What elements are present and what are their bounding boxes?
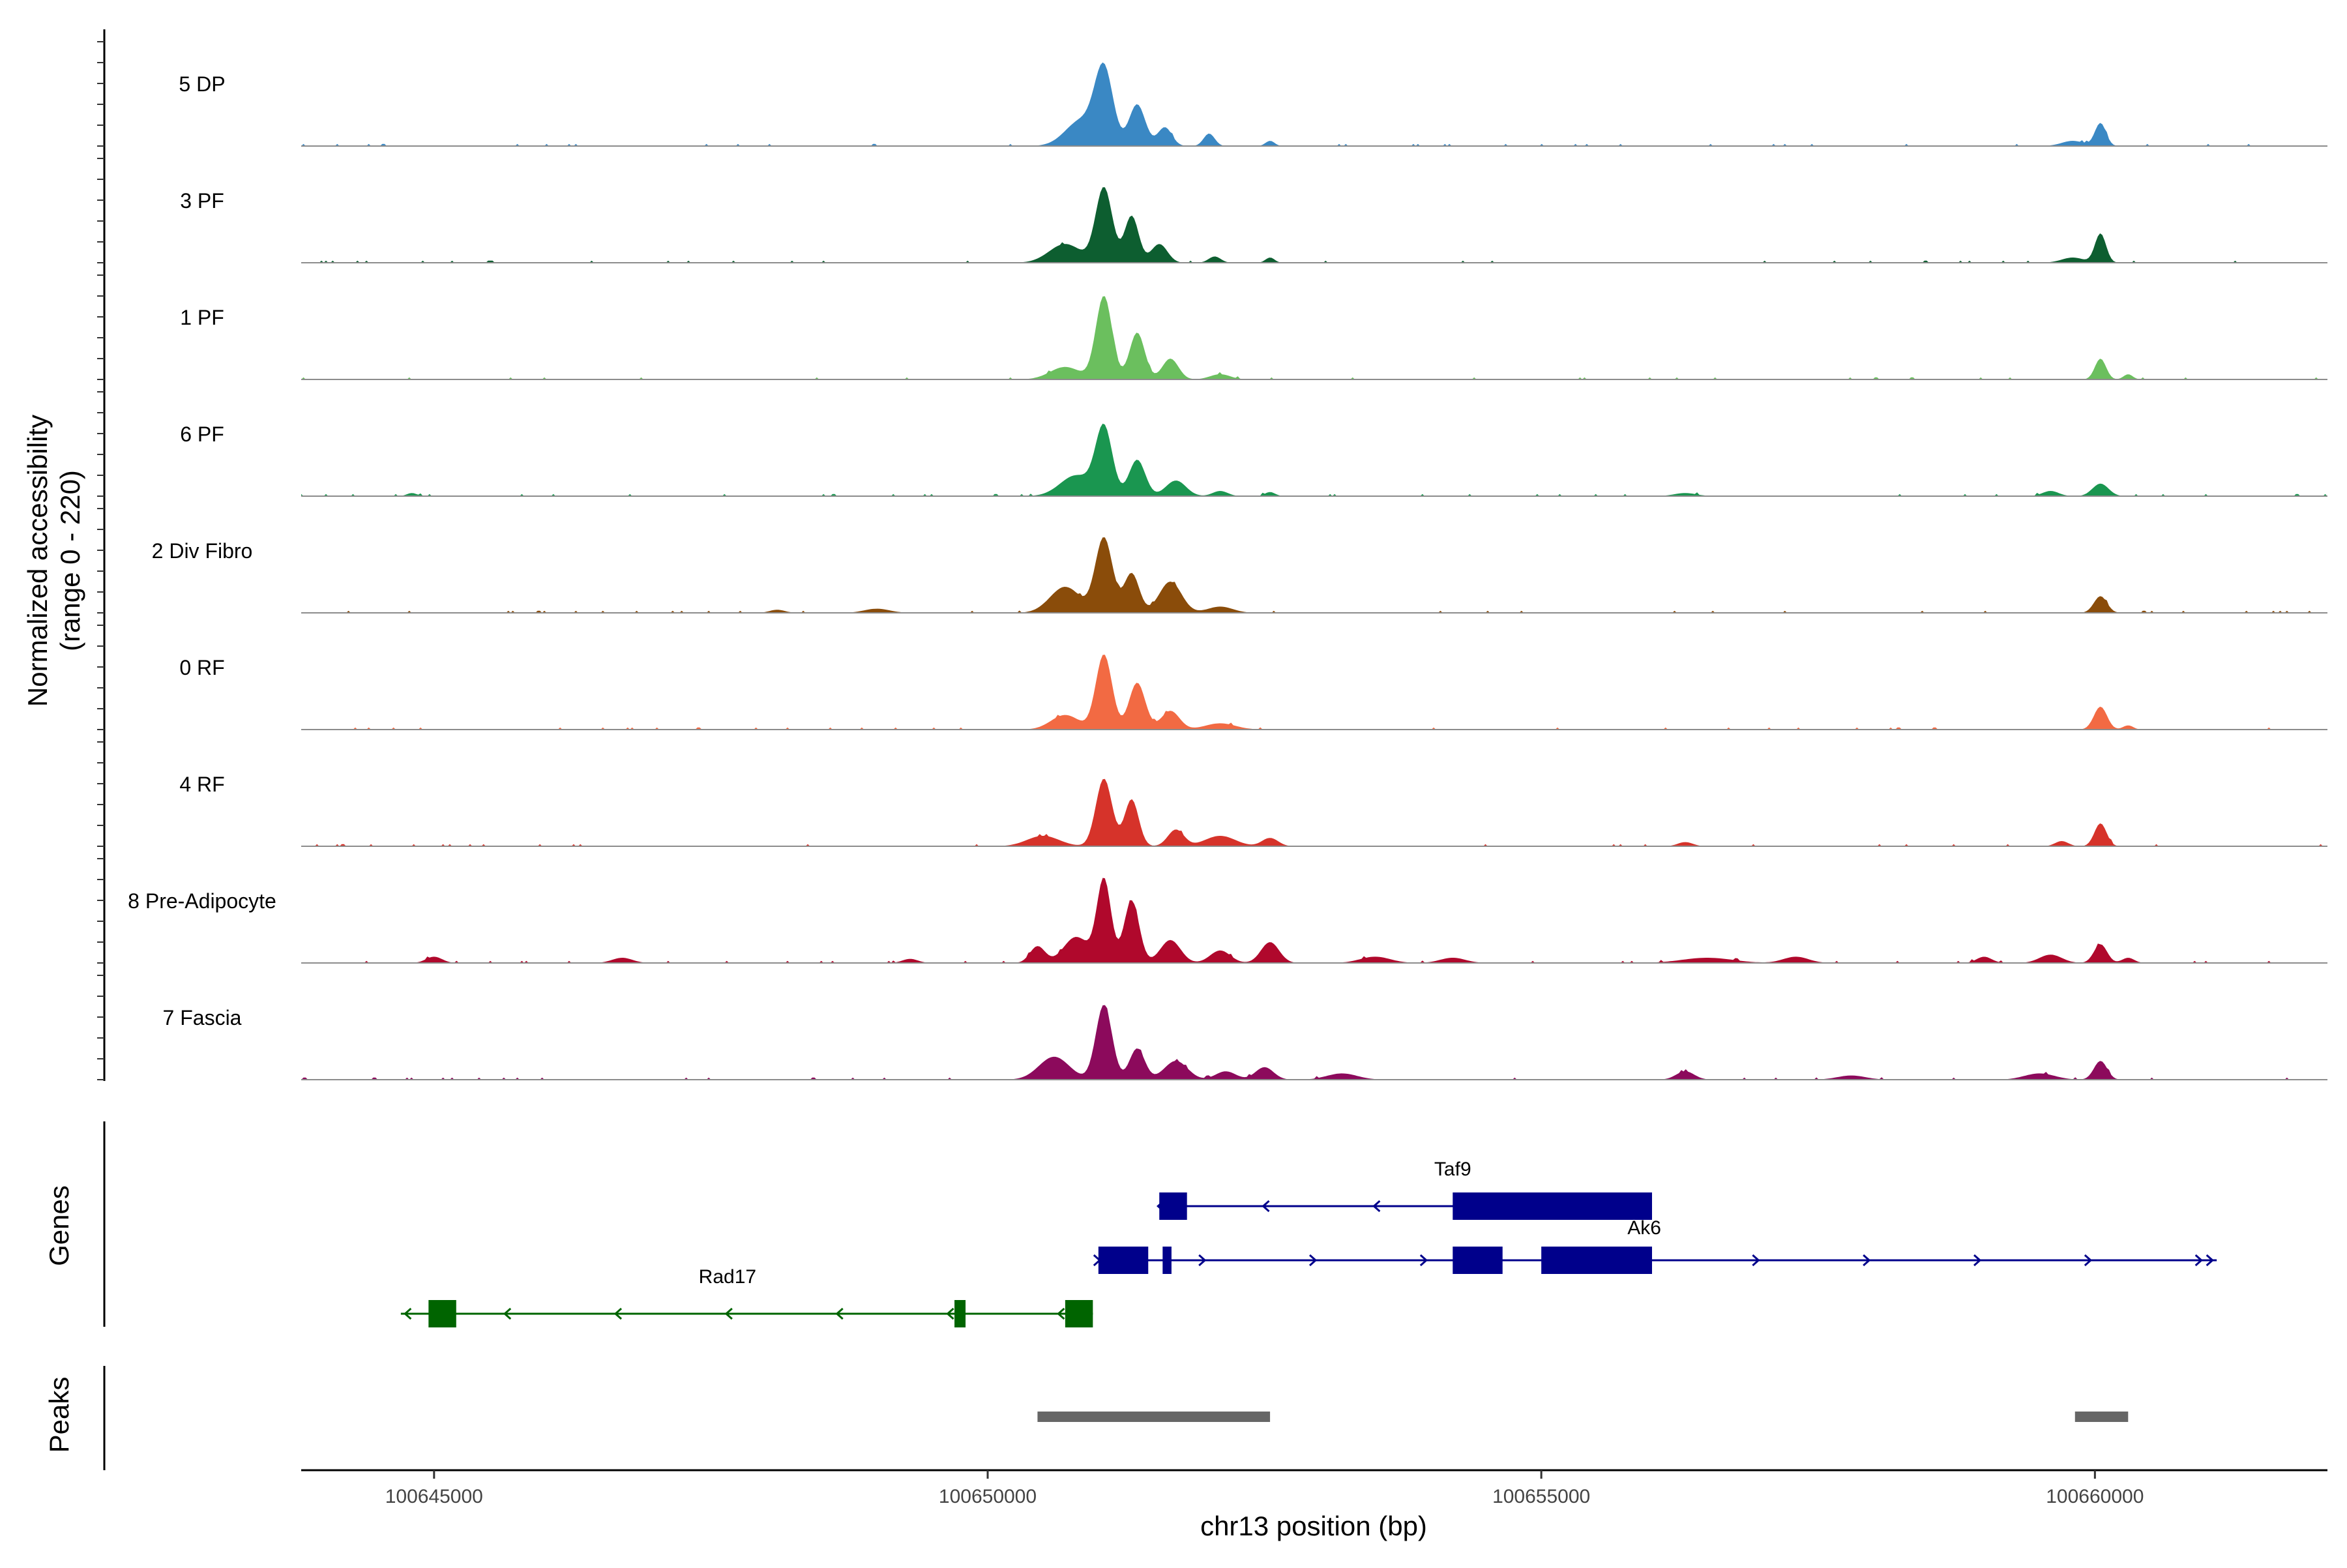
gene-taf9: Taf9 (1156, 1159, 1652, 1220)
gene-exon (1453, 1247, 1503, 1274)
strand-arrow (1156, 1200, 1165, 1213)
track-label-2: 3 PF (180, 189, 224, 213)
strand-arrow (404, 1307, 412, 1320)
genes-track-title: Genes (44, 1185, 74, 1266)
gene-label-taf9: Taf9 (1434, 1159, 1471, 1180)
track-5: 2 Div Fibro (152, 537, 2327, 614)
peaks-track-title: Peaks (44, 1377, 74, 1453)
strand-arrow (1752, 1254, 1760, 1267)
track-7: 4 RF (179, 773, 2327, 847)
track-8: 8 Pre-Adipocyte (128, 878, 2327, 964)
track-1: 5 DP (179, 62, 2327, 147)
coverage-area-2 (301, 187, 2327, 263)
gene-ak6: Ak6 (1093, 1217, 2217, 1274)
track-4: 6 PF (180, 422, 2327, 497)
coverage-area-1 (301, 62, 2327, 146)
axes: 100645000 100650000 100655000 100660000 (97, 29, 2327, 1507)
track-label-5: 2 Div Fibro (152, 539, 253, 563)
peak-region-2 (2074, 1412, 2129, 1422)
peak-track (103, 1366, 2129, 1470)
strand-arrow (1198, 1254, 1207, 1267)
gene-exon (1065, 1300, 1093, 1327)
track-9: 7 Fascia (163, 1005, 2327, 1080)
y-axis-title-line1: Normalized accessibility (22, 415, 53, 707)
coverage-area-9 (301, 1005, 2327, 1080)
strand-arrow (2194, 1254, 2203, 1267)
track-label-3: 1 PF (180, 306, 224, 329)
y-axis-title-line2: (range 0 - 220) (55, 470, 85, 651)
strand-arrow (946, 1307, 954, 1320)
strand-arrow (835, 1307, 844, 1320)
gene-exon (1159, 1192, 1187, 1220)
strand-arrow (1372, 1200, 1381, 1213)
strand-arrow (2084, 1254, 2093, 1267)
x-tick-label-4: 100660000 (2046, 1486, 2144, 1507)
x-axis-title: chr13 position (bp) (1200, 1511, 1427, 1541)
accessibility-tracks: 5 DP 3 PF 1 PF 6 PF 2 Div Fibro 0 RF 4 RF 8 Pre… (128, 62, 2327, 1080)
strand-arrow (1863, 1254, 1871, 1267)
coverage-area-7 (301, 778, 2327, 846)
coverage-area-6 (301, 655, 2327, 730)
strand-arrow (724, 1307, 733, 1320)
track-label-9: 7 Fascia (163, 1006, 242, 1029)
coverage-area-3 (301, 296, 2327, 379)
strand-arrow (2206, 1254, 2214, 1267)
gene-exon (1453, 1192, 1652, 1220)
gene-rad17: Rad17 (400, 1266, 1093, 1327)
strand-arrow (1309, 1254, 1318, 1267)
track-2: 3 PF (180, 187, 2327, 263)
track-label-7: 4 RF (179, 773, 224, 796)
strand-arrow (1262, 1200, 1270, 1213)
coverage-area-5 (301, 537, 2327, 613)
gene-exon (428, 1300, 456, 1327)
gene-label-rad17: Rad17 (699, 1266, 756, 1288)
strand-arrow (613, 1307, 623, 1320)
strand-arrow (1419, 1254, 1428, 1267)
gene-exon (1541, 1247, 1652, 1274)
coverage-area-4 (301, 423, 2327, 496)
strand-arrow (1093, 1254, 1102, 1267)
gene-label-ak6: Ak6 (1627, 1217, 1661, 1239)
strand-arrow (503, 1307, 512, 1320)
strand-arrow (1973, 1254, 1982, 1267)
gene-exon (1098, 1247, 1149, 1274)
gene-track: Taf9 Ak6 Rad17 (103, 1121, 2217, 1327)
track-label-6: 0 RF (179, 656, 224, 679)
track-label-1: 5 DP (179, 72, 225, 96)
track-6: 0 RF (179, 655, 2327, 730)
peak-region-1 (1037, 1412, 1271, 1422)
gene-exon (954, 1300, 966, 1327)
track-label-8: 8 Pre-Adipocyte (128, 889, 276, 913)
track-label-4: 6 PF (180, 422, 224, 446)
coverage-area-8 (301, 878, 2327, 963)
strand-arrow (1057, 1307, 1065, 1320)
x-tick-label-3: 100655000 (1492, 1486, 1590, 1507)
track-3: 1 PF (180, 296, 2327, 380)
gene-exon (1162, 1247, 1172, 1274)
x-tick-label-1: 100645000 (385, 1486, 483, 1507)
x-tick-label-2: 100650000 (939, 1486, 1037, 1507)
